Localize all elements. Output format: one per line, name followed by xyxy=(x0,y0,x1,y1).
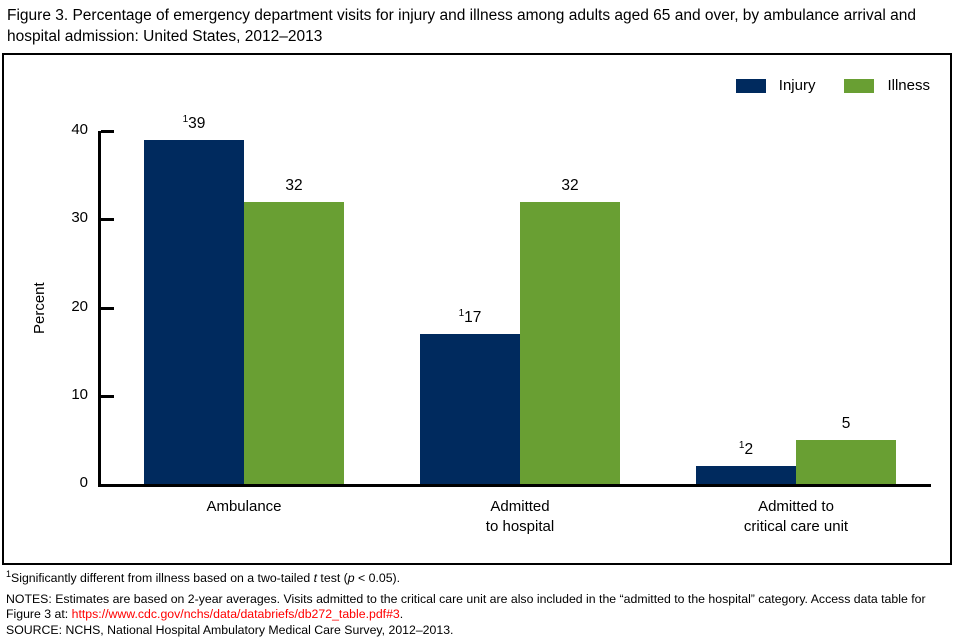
figure-title: Figure 3. Percentage of emergency depart… xyxy=(7,7,916,45)
legend-label-illness: Illness xyxy=(887,77,930,94)
x-axis-line xyxy=(98,484,931,487)
bar-injury-2 xyxy=(420,334,520,484)
footnote-text-part: test ( xyxy=(317,571,348,585)
legend-label-injury: Injury xyxy=(778,77,816,94)
legend-swatch-injury xyxy=(735,78,766,93)
bar-injury-3 xyxy=(696,466,796,484)
plot-area: 0 10 20 30 40 139 117 12 32 32 5 Ambulance Admitted t… xyxy=(4,55,950,563)
value-label-illness-3: 5 xyxy=(841,415,851,432)
value-label-injury-2: 117 xyxy=(458,307,482,326)
category-label-3-line-1: Admitted to xyxy=(758,498,834,515)
category-label-1-line-1: Ambulance xyxy=(206,498,282,515)
chart-panel: Injury Illness Percent 0 10 20 30 40 139 117 12… xyxy=(2,53,952,565)
notes-text: NOTES: Estimates are based on 2-year ave… xyxy=(6,591,926,622)
data-table-link[interactable]: https://www.cdc.gov/nchs/data/databriefs… xyxy=(71,607,400,621)
footnote-text-part: Significantly different from illness bas… xyxy=(11,571,314,585)
y-tick-label-20: 20 xyxy=(71,298,88,315)
y-tick-label-0: 0 xyxy=(79,474,88,491)
y-tick-label-40: 40 xyxy=(71,121,88,138)
value-label-illness-2: 32 xyxy=(561,177,579,194)
notes-text-after: . xyxy=(399,607,404,621)
footnote-significance: 1Significantly different from illness ba… xyxy=(6,568,954,587)
bar-illness-3 xyxy=(796,440,896,484)
footnote-italic-p: p xyxy=(347,571,355,585)
footnote-text-part: < 0.05). xyxy=(354,571,401,585)
footnote-source: SOURCE: NCHS, National Hospital Ambulato… xyxy=(6,622,454,637)
footnote-notes: NOTES: Estimates are based on 2-year ave… xyxy=(6,592,954,623)
y-tick-label-10: 10 xyxy=(71,386,88,403)
y-tick-10 xyxy=(101,395,114,398)
bar-injury-1 xyxy=(144,140,244,484)
category-label-3-line-2: critical care unit xyxy=(743,518,849,535)
footnote-superscript: 1 xyxy=(6,568,12,579)
category-label-2-line-2: to hospital xyxy=(485,518,555,535)
footnotes: 1Significantly different from illness ba… xyxy=(6,568,954,638)
bar-illness-2 xyxy=(520,202,620,484)
y-tick-40 xyxy=(101,130,114,133)
value-label-illness-1: 32 xyxy=(285,177,303,194)
category-label-2-line-1: Admitted xyxy=(490,498,550,515)
value-label-injury-1: 139 xyxy=(182,113,206,132)
footnote-italic-t: t xyxy=(313,571,318,585)
y-tick-30 xyxy=(101,218,114,221)
y-tick-label-30: 30 xyxy=(71,209,88,226)
legend-swatch-illness xyxy=(844,78,875,93)
value-label-injury-3: 12 xyxy=(738,439,754,458)
y-tick-20 xyxy=(101,307,114,310)
legend: Injury Illness xyxy=(735,77,930,94)
y-axis-line xyxy=(98,131,101,487)
bar-illness-1 xyxy=(244,202,344,484)
